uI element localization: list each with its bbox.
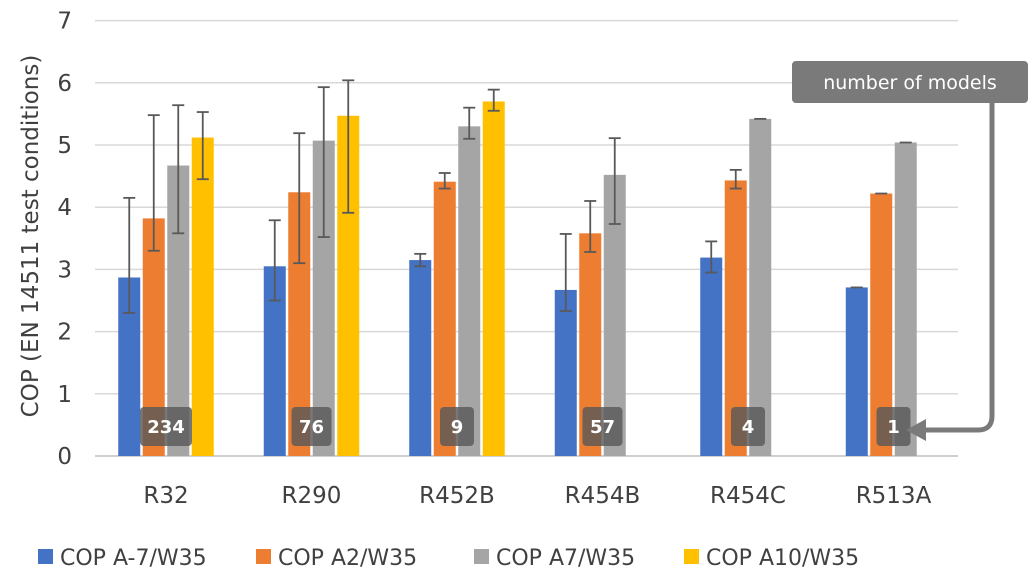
- x-tick-label: R290: [282, 483, 342, 509]
- x-tick-label: R454B: [565, 483, 641, 509]
- model-count-badge: [582, 407, 623, 446]
- model-count-label: 9: [451, 417, 464, 438]
- x-tick-label: R32: [143, 483, 188, 509]
- bar: [700, 257, 723, 456]
- bar: [337, 115, 360, 457]
- y-tick-label: 4: [57, 195, 72, 221]
- bar: [482, 101, 505, 457]
- annotation-box: [792, 61, 1028, 103]
- y-tick-label: 2: [57, 320, 72, 346]
- x-tick-label: R454C: [710, 483, 786, 509]
- bar: [870, 193, 893, 457]
- annotation-callout: number of models: [792, 61, 1028, 441]
- legend-label: COP A10/W35: [706, 546, 859, 571]
- annotation-arrowhead: [906, 419, 926, 441]
- model-count-badge: [291, 407, 332, 446]
- gridlines: [95, 19, 958, 457]
- y-tick-label: 5: [57, 133, 72, 159]
- bar: [845, 287, 868, 456]
- bar: [263, 266, 286, 456]
- model-count-badges: 234 76 9 57 4 1: [140, 407, 911, 446]
- annotation-text: number of models: [823, 72, 997, 94]
- bar: [288, 192, 311, 456]
- y-tick-label: 0: [57, 444, 72, 470]
- model-count-label: 1: [887, 417, 900, 438]
- error-bars: [123, 79, 912, 314]
- bar: [458, 126, 481, 456]
- bar: [554, 289, 577, 456]
- bar: [724, 180, 747, 457]
- model-count-badge: [876, 407, 911, 446]
- x-axis-ticks: R32 R290 R452B R454B R454C R513A: [143, 483, 931, 509]
- bar: [167, 165, 190, 456]
- legend-label: COP A2/W35: [278, 546, 417, 571]
- model-count-label: 57: [590, 417, 615, 438]
- y-tick-label: 3: [57, 257, 72, 283]
- bar: [433, 181, 456, 456]
- legend: COP A-7/W35 COP A2/W35 COP A7/W35 COP A10/W…: [38, 546, 859, 571]
- annotation-arrow: [922, 103, 995, 433]
- model-count-label: 4: [742, 417, 755, 438]
- y-tick-label: 1: [57, 382, 72, 408]
- model-count-label: 234: [147, 417, 185, 438]
- y-axis-ticks: 0 1 2 3 4 5 6 7: [57, 9, 72, 470]
- bar: [409, 260, 432, 456]
- x-tick-label: R513A: [856, 483, 932, 509]
- bar: [603, 174, 626, 456]
- bars: [118, 101, 917, 457]
- bar: [579, 233, 602, 456]
- model-count-badge: [140, 407, 192, 446]
- model-count-badge: [731, 407, 765, 446]
- y-tick-label: 7: [57, 9, 72, 35]
- legend-swatch: [38, 549, 53, 564]
- bar: [142, 218, 165, 456]
- legend-swatch: [684, 549, 699, 564]
- model-count-label: 76: [299, 417, 324, 438]
- x-tick-label: R452B: [419, 483, 495, 509]
- y-tick-label: 6: [57, 71, 72, 97]
- bar: [749, 118, 772, 456]
- bar: [191, 137, 214, 456]
- bar: [894, 142, 917, 456]
- bar: [118, 277, 141, 456]
- legend-label: COP A7/W35: [496, 546, 635, 571]
- model-count-badge: [440, 407, 474, 446]
- y-axis-label: COP (EN 14511 test conditions): [18, 55, 44, 418]
- legend-label: COP A-7/W35: [60, 546, 207, 571]
- bar: [312, 140, 335, 456]
- legend-swatch: [474, 549, 489, 564]
- legend-swatch: [256, 549, 271, 564]
